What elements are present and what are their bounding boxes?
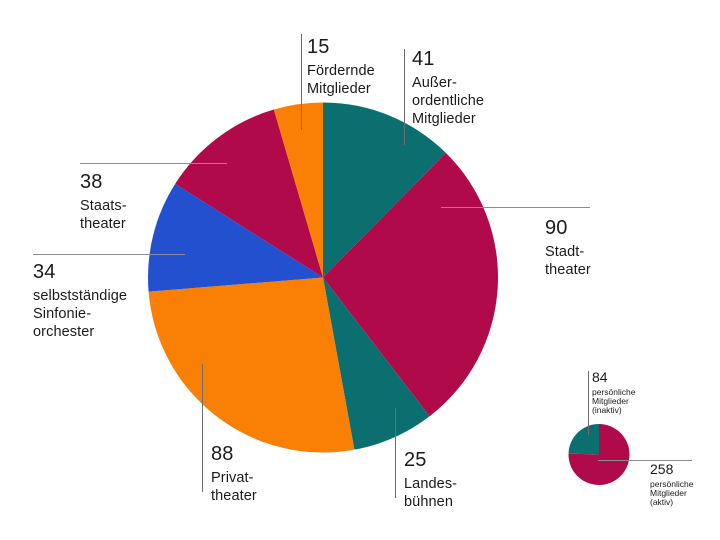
label-line: Staats- [80, 198, 127, 214]
value-staatstheater: 38 [80, 171, 103, 193]
label-line: Privat- [211, 470, 254, 486]
pie-slice-stadttheater [323, 152, 498, 417]
label-line: Mitglieder [650, 487, 687, 498]
callout-landesbuehnen: 25 Landes- bühnen [404, 449, 457, 511]
pie-slice-ausserordentliche-mitglieder [323, 102, 446, 278]
value-foerdernde: 15 [307, 36, 330, 58]
label-line: persönliche [650, 479, 694, 489]
value-stadttheater: 90 [545, 217, 568, 239]
label-line: Landes- [404, 476, 458, 492]
pie-slice-persoenliche-mitglieder-inaktiv [568, 424, 599, 455]
callout-sinfonieorchester: 34 selbstständige Sinfonie- orchester [33, 261, 127, 341]
leader-line-ausserordentliche [404, 49, 405, 145]
callout-stadttheater: 90 Stadt- theater [545, 217, 591, 279]
leader-line-staatstheater [80, 163, 227, 164]
label-line: Mitglieder [307, 81, 371, 97]
label-line: (aktiv) [650, 496, 674, 507]
value-landesbuehnen: 25 [404, 449, 427, 471]
label-line: selbstständige [33, 288, 128, 304]
label-line: bühnen [404, 494, 453, 510]
callout-ausserordentliche-mitglieder: 41 Außer- ordentliche Mitglieder [412, 48, 484, 128]
label-line: Mitglieder [592, 395, 629, 406]
value-ausserordentliche: 41 [412, 48, 435, 70]
value-persoenliche-aktiv: 258 [650, 461, 674, 477]
value-sinfonieorchester: 34 [33, 261, 56, 283]
callout-privattheater: 88 Privat- theater [211, 443, 257, 505]
label-line: Mitglieder [412, 111, 476, 127]
leader-line-landesbuehnen [395, 408, 396, 498]
label-line: persönliche [592, 387, 636, 397]
label-line: theater [80, 216, 126, 232]
leader-line-stadttheater [441, 207, 590, 208]
label-line: Außer- [412, 75, 457, 91]
label-line: orchester [33, 324, 95, 340]
leader-line-sinfonieorchester [33, 254, 185, 255]
label-line: ordentliche [412, 93, 485, 109]
leader-line-foerdernde [301, 34, 302, 130]
pie-slice-staatstheater [175, 109, 323, 278]
label-line: theater [545, 262, 591, 278]
pie-slice-sinfonieorchester [148, 183, 323, 292]
pie-slice-privattheater [148, 277, 355, 453]
leader-line-privattheater [202, 364, 203, 492]
pie-slice-foerdernde-mitglieder [273, 102, 323, 278]
pie-slice-landesbuehnen [323, 277, 430, 450]
label-line: Fördernde [307, 63, 375, 79]
value-privattheater: 88 [211, 443, 234, 465]
callout-foerdernde-mitglieder: 15 Fördernde Mitglieder [307, 36, 375, 98]
label-line: (inaktiv) [592, 404, 622, 415]
leader-line-persoenliche-aktiv [598, 460, 692, 461]
leader-line-persoenliche-inaktiv [588, 371, 589, 435]
callout-staatstheater: 38 Staats- theater [80, 171, 127, 233]
label-line: theater [211, 488, 257, 504]
value-persoenliche-inaktiv: 84 [592, 369, 608, 385]
label-line: Sinfonie- [33, 306, 92, 322]
callout-persoenliche-aktiv: 258 persönliche Mitglieder (aktiv) [650, 462, 693, 506]
label-line: Stadt- [545, 244, 585, 260]
pie-slice-persoenliche-mitglieder-aktiv [568, 424, 630, 485]
callout-persoenliche-inaktiv: 84 persönliche Mitglieder (inaktiv) [592, 370, 635, 414]
